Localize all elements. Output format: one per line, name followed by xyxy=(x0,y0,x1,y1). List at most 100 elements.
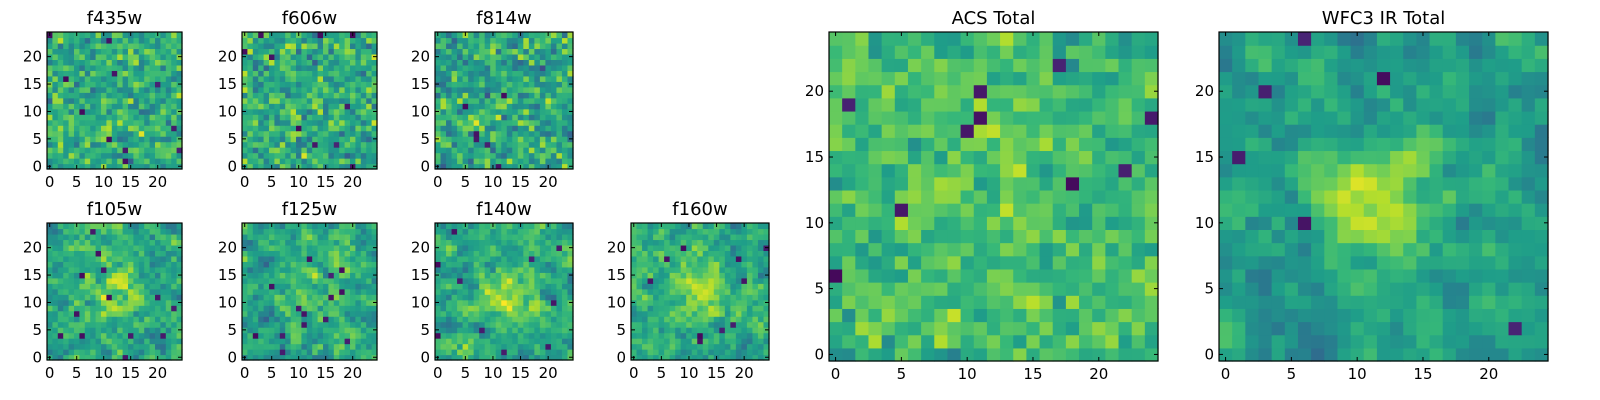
heatmap-cell xyxy=(333,92,340,99)
heatmap-cell xyxy=(741,332,748,339)
heatmap-cell xyxy=(79,141,86,148)
heatmap-cell xyxy=(160,103,167,110)
heatmap-cell xyxy=(74,250,80,257)
heatmap-cell xyxy=(106,64,113,71)
heatmap-cell xyxy=(446,310,453,317)
heatmap-cell xyxy=(561,32,569,39)
heatmap-cell xyxy=(63,288,70,295)
heatmap-cell xyxy=(263,32,270,39)
heatmap-cell xyxy=(47,332,53,339)
heatmap-cell xyxy=(323,92,329,99)
heatmap-cell xyxy=(490,136,497,143)
heatmap-cell xyxy=(868,163,883,178)
heatmap-cell xyxy=(675,250,682,257)
heatmap-cell xyxy=(84,163,91,170)
heatmap-cell xyxy=(63,338,70,345)
heatmap-cell xyxy=(95,266,102,273)
heatmap-cell xyxy=(312,92,319,99)
heatmap-cell xyxy=(312,163,319,170)
heatmap-cell xyxy=(247,48,254,55)
heatmap-cell xyxy=(556,354,563,361)
heatmap-cell xyxy=(451,261,458,268)
heatmap-cell xyxy=(290,75,297,82)
heatmap-cell xyxy=(296,327,302,334)
heatmap-cell xyxy=(333,343,340,350)
heatmap-cell xyxy=(79,288,86,295)
heatmap-cell xyxy=(366,327,373,334)
heatmap-cell xyxy=(1026,321,1041,336)
heatmap-cell xyxy=(263,75,270,82)
heatmap-cell xyxy=(868,255,883,270)
heatmap-cell xyxy=(252,147,259,154)
heatmap-cell xyxy=(501,250,508,257)
heatmap-cell xyxy=(155,233,161,241)
heatmap-cell xyxy=(446,261,453,268)
heatmap-cell xyxy=(506,316,513,323)
heatmap-cell xyxy=(274,343,281,350)
heatmap-cell xyxy=(160,255,167,262)
heatmap-cell xyxy=(301,228,308,235)
heatmap-cell xyxy=(149,42,156,50)
heatmap-cell xyxy=(138,316,145,323)
heatmap-cell xyxy=(47,277,53,284)
heatmap-cell xyxy=(95,310,102,317)
heatmap-cell xyxy=(1079,282,1093,296)
heatmap-cell xyxy=(301,255,308,262)
heatmap-cell xyxy=(653,228,660,235)
heatmap-cell xyxy=(258,354,265,361)
heatmap-cell xyxy=(435,338,442,345)
heatmap-cell xyxy=(339,119,346,126)
heatmap-cell xyxy=(155,343,161,350)
heatmap-cell xyxy=(446,233,453,241)
heatmap-cell xyxy=(534,130,541,137)
heatmap-cell xyxy=(279,223,286,230)
heatmap-cell xyxy=(106,42,113,50)
heatmap-cell xyxy=(165,53,172,60)
heatmap-cell xyxy=(111,244,118,251)
heatmap-cell xyxy=(495,283,502,290)
heatmap-cell xyxy=(636,338,643,345)
heatmap-cell xyxy=(79,37,86,44)
heatmap-cell xyxy=(57,125,64,132)
heatmap-cell xyxy=(567,233,574,241)
heatmap-cell xyxy=(149,354,156,361)
heatmap-cell xyxy=(333,277,340,284)
heatmap-cell xyxy=(567,250,574,257)
heatmap-cell xyxy=(360,92,367,99)
heatmap-cell xyxy=(517,266,524,273)
heatmap-cell xyxy=(523,316,530,323)
heatmap-cell xyxy=(868,242,883,257)
heatmap-cell xyxy=(84,272,91,279)
heatmap-cell xyxy=(680,321,687,328)
heatmap-cell xyxy=(339,321,346,328)
heatmap-cell xyxy=(247,75,254,82)
heatmap-cell xyxy=(95,59,102,66)
heatmap-cell xyxy=(68,147,75,154)
heatmap-cell xyxy=(84,316,91,323)
heatmap-cell xyxy=(457,310,464,317)
heatmap-cell xyxy=(155,305,161,312)
heatmap-cell xyxy=(868,308,883,323)
heatmap-cell xyxy=(312,266,319,273)
heatmap-cell xyxy=(176,343,183,350)
heatmap-cell xyxy=(517,81,524,88)
heatmap-cell xyxy=(545,299,552,306)
heatmap-cell xyxy=(111,48,118,55)
heatmap-cell xyxy=(171,92,178,99)
heatmap-cell xyxy=(360,338,367,345)
heatmap-cell xyxy=(451,163,458,170)
heatmap-cell xyxy=(556,343,563,350)
heatmap-cell xyxy=(106,338,113,345)
heatmap-cell xyxy=(138,343,145,350)
heatmap-cell xyxy=(301,283,308,290)
heatmap-cell xyxy=(90,277,97,284)
heatmap-cell xyxy=(79,299,86,306)
heatmap-cell xyxy=(462,147,469,154)
heatmap-cell xyxy=(371,233,378,241)
heatmap-cell xyxy=(490,37,497,44)
heatmap-cell xyxy=(160,125,167,132)
heatmap-cell xyxy=(457,239,464,246)
heatmap-cell xyxy=(664,327,671,334)
heatmap-cell xyxy=(301,108,308,115)
x-tick-label: 15 xyxy=(121,173,140,191)
